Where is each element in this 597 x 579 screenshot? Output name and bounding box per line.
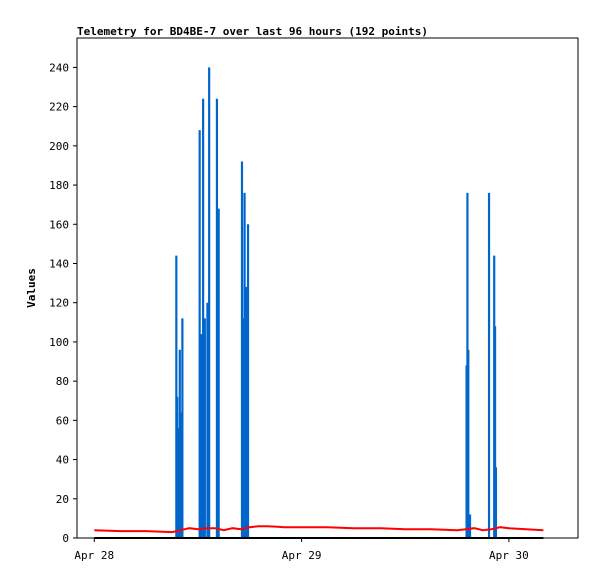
y-tick-label: 100: [49, 336, 69, 349]
x-tick-label: Apr 30: [489, 549, 529, 562]
y-tick-label: 200: [49, 140, 69, 153]
y-tick-label: 20: [56, 493, 69, 506]
y-tick-label: 140: [49, 257, 69, 270]
y-tick-label: 120: [49, 297, 69, 310]
plot-area: [76, 37, 579, 539]
y-tick-label: 40: [56, 454, 69, 467]
x-tick-label: Apr 28: [74, 549, 114, 562]
series-0: [175, 67, 498, 538]
x-tick-label: Apr 29: [282, 549, 322, 562]
y-axis-label: Values: [25, 268, 38, 308]
x-axis-ticks: Apr 28 Apr 29 Apr 30: [74, 538, 529, 562]
series-1: [94, 525, 544, 534]
y-tick-label: 240: [49, 61, 69, 74]
chart-title: Telemetry for BD4BE-7 over last 96 hours…: [77, 25, 428, 38]
y-tick-label: 220: [49, 101, 69, 114]
y-tick-label: 60: [56, 414, 69, 427]
y-tick-label: 0: [62, 532, 69, 545]
y-tick-label: 160: [49, 218, 69, 231]
chart-series: [94, 67, 544, 539]
y-tick-label: 180: [49, 179, 69, 192]
y-axis-ticks: 0 20 40 60 80 100 120 140 160 180 200 220 240: [49, 61, 77, 545]
series-line: [94, 525, 544, 534]
y-tick-label: 80: [56, 375, 69, 388]
